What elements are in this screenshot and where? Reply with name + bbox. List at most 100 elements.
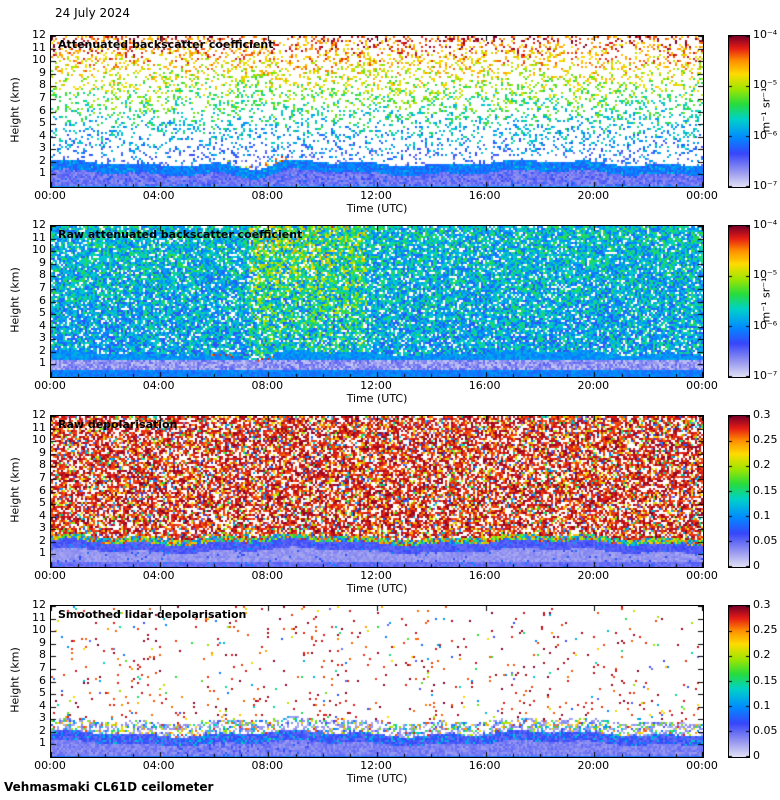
x-tick-label: 12:00 <box>360 569 392 582</box>
heatmap-canvas-smoothed-depolarisation <box>50 605 704 758</box>
y-tick-label: 4 <box>39 508 46 522</box>
y-tick-label: 10 <box>32 433 46 447</box>
y-tick-label: 1 <box>39 166 46 180</box>
colorbar-units-label: m⁻¹ sr⁻¹ <box>759 87 773 133</box>
y-tick-label: 11 <box>32 610 46 624</box>
colorbar-tick-label: 10⁻⁵ <box>753 268 778 282</box>
y-tick-label: 1 <box>39 546 46 560</box>
y-tick-label: 2 <box>39 723 46 737</box>
colorbar-tick-label: 0.2 <box>753 648 771 662</box>
x-tick-label: 20:00 <box>577 379 610 392</box>
x-tick-label: 08:00 <box>251 379 284 392</box>
y-tick-label: 4 <box>39 698 46 712</box>
x-tick-label: 16:00 <box>468 379 501 392</box>
x-tick-label: 08:00 <box>251 189 284 202</box>
y-tick-label: 2 <box>39 533 46 547</box>
x-tick-label: 04:00 <box>142 569 175 582</box>
colorbar-tick-label: 0.25 <box>753 433 778 447</box>
x-tick-label: 16:00 <box>468 759 501 772</box>
y-tick-label: 3 <box>39 521 46 535</box>
y-tick-label: 8 <box>39 458 46 472</box>
y-tick-label: 7 <box>39 280 46 294</box>
colorbar-tick-label: 0.25 <box>753 623 778 637</box>
y-tick-label: 4 <box>39 128 46 142</box>
panel-title: Raw depolarisation <box>58 418 178 431</box>
y-tick-label: 10 <box>32 623 46 637</box>
x-tick-label: 00:00 <box>34 569 66 582</box>
y-tick-label: 3 <box>39 331 46 345</box>
colorbar-canvas <box>728 415 750 568</box>
y-tick-label: 11 <box>32 40 46 54</box>
date-label: 24 July 2024 <box>55 6 131 20</box>
y-tick-label: 6 <box>39 673 46 687</box>
colorbar-tick-label: 0.15 <box>753 483 778 497</box>
y-tick-label: 6 <box>39 103 46 117</box>
y-tick-label: 9 <box>39 635 46 649</box>
x-axis-label: Time (UTC) <box>346 392 408 405</box>
y-tick-label: 2 <box>39 343 46 357</box>
colorbar-units-label: m⁻¹ sr⁻¹ <box>759 277 773 323</box>
y-tick-label: 9 <box>39 65 46 79</box>
colorbar-tick-label: 10⁻⁴ <box>753 28 778 41</box>
heatmap-canvas-attenuated-backscatter <box>50 35 704 188</box>
y-tick-label: 6 <box>39 293 46 307</box>
colorbar-tick-label: 0.2 <box>753 458 771 472</box>
x-tick-label: 00:00 <box>686 189 718 202</box>
y-tick-label: 7 <box>39 660 46 674</box>
y-tick-label: 8 <box>39 78 46 92</box>
x-axis-label: Time (UTC) <box>346 202 408 215</box>
colorbar-tick-label: 10⁻⁴ <box>753 218 778 231</box>
y-tick-label: 9 <box>39 255 46 269</box>
instrument-label: Vehmasmaki CL61D ceilometer <box>4 780 214 794</box>
y-tick-label: 4 <box>39 318 46 332</box>
heatmap-canvas-raw-depolarisation <box>50 415 704 568</box>
y-tick-label: 5 <box>39 116 46 130</box>
colorbar-tick-label: 0.15 <box>753 673 778 687</box>
panel-attenuated-backscatter: Height (km) Attenuated backscatter coeff… <box>0 28 780 215</box>
y-tick-label: 8 <box>39 648 46 662</box>
panel-title: Attenuated backscatter coefficient <box>58 38 274 51</box>
colorbar-tick-label: 0.1 <box>753 698 771 712</box>
x-tick-label: 20:00 <box>577 759 610 772</box>
colorbar-tick-label: 10⁻⁵ <box>753 78 778 92</box>
y-tick-label: 12 <box>32 408 46 421</box>
panel-title: Raw attenuated backscatter coefficient <box>58 228 303 241</box>
colorbar-tick-label: 0 <box>753 559 760 572</box>
y-tick-label: 7 <box>39 90 46 104</box>
panel-raw-attenuated-backscatter: Height (km) Raw attenuated backscatter c… <box>0 218 780 405</box>
colorbar-tick-label: 0.3 <box>753 598 771 611</box>
y-tick-label: 8 <box>39 268 46 282</box>
y-tick-label: 10 <box>32 53 46 67</box>
x-tick-label: 16:00 <box>468 569 501 582</box>
y-tick-label: 3 <box>39 141 46 155</box>
x-tick-label: 00:00 <box>686 759 718 772</box>
colorbar-tick-label: 10⁻⁷ <box>753 369 778 382</box>
y-axis-label: Height (km) <box>8 457 22 523</box>
colorbar-tick-label: 0.1 <box>753 508 771 522</box>
y-axis-label: Height (km) <box>8 77 22 143</box>
colorbar-tick-label: 0.3 <box>753 408 771 421</box>
y-tick-label: 2 <box>39 153 46 167</box>
x-tick-label: 16:00 <box>468 189 501 202</box>
heatmap-canvas-raw-attenuated-backscatter <box>50 225 704 378</box>
y-tick-label: 7 <box>39 470 46 484</box>
colorbar-canvas <box>728 225 750 378</box>
x-tick-label: 04:00 <box>142 189 175 202</box>
x-tick-label: 12:00 <box>360 189 392 202</box>
x-tick-label: 04:00 <box>142 379 175 392</box>
x-tick-label: 00:00 <box>686 379 718 392</box>
y-tick-label: 12 <box>32 598 46 611</box>
x-axis-label: Time (UTC) <box>346 772 408 785</box>
x-tick-label: 08:00 <box>251 569 284 582</box>
y-tick-label: 5 <box>39 686 46 700</box>
x-axis-label: Time (UTC) <box>346 582 408 595</box>
colorbar-tick-label: 10⁻⁶ <box>753 128 778 142</box>
x-tick-label: 12:00 <box>360 759 392 772</box>
y-axis-label: Height (km) <box>8 647 22 713</box>
x-tick-label: 00:00 <box>34 759 66 772</box>
colorbar-canvas <box>728 35 750 188</box>
x-tick-label: 00:00 <box>686 569 718 582</box>
panel-smoothed-depolarisation: Height (km) Smoothed lidar depolarisatio… <box>0 598 780 785</box>
y-axis-label: Height (km) <box>8 267 22 333</box>
